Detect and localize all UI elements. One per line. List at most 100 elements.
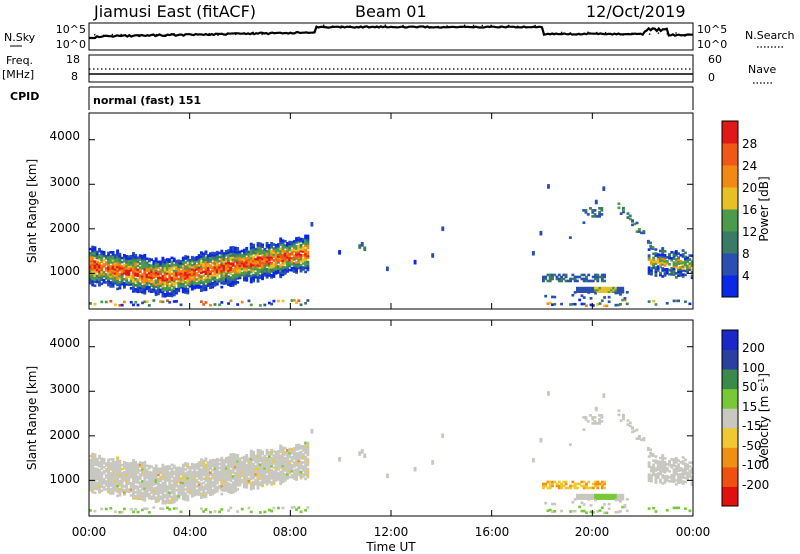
power-cell	[95, 280, 99, 284]
velocity-cell	[166, 479, 169, 482]
velocity-cell	[190, 492, 194, 496]
velocity-cell	[270, 448, 274, 452]
power-cell	[141, 278, 144, 282]
velocity-cell	[652, 459, 656, 463]
velocity-cell	[113, 475, 117, 478]
power-cell	[209, 266, 212, 270]
velocity-cell	[652, 467, 656, 471]
power-cell	[306, 244, 310, 248]
power-cell	[138, 270, 142, 273]
velocity-cell	[614, 498, 618, 502]
velocity-cell	[220, 470, 224, 474]
power-cell	[184, 265, 187, 268]
power-cell	[179, 284, 183, 287]
velocity-cell	[247, 457, 251, 461]
power-cell	[127, 273, 131, 277]
power-cell	[557, 273, 561, 277]
velocity-cell	[688, 469, 692, 472]
power-cell	[150, 274, 154, 278]
velocity-cell	[621, 493, 625, 497]
velocity-cell	[674, 483, 678, 486]
velocity-cell	[93, 459, 97, 462]
velocity-cell	[553, 509, 557, 513]
velocity-cell	[100, 459, 104, 463]
power-cell	[118, 284, 122, 288]
velocity-cell	[661, 474, 665, 477]
power-cell	[274, 269, 278, 273]
velocity-cell	[89, 466, 92, 470]
velocity-cell	[163, 475, 167, 479]
velocity-cell	[93, 469, 97, 472]
noise-search-dot	[604, 31, 607, 34]
power-cell	[170, 294, 174, 298]
velocity-cell	[254, 482, 258, 486]
power-cell	[267, 246, 271, 249]
power-cell	[252, 279, 255, 283]
power-cell	[252, 265, 255, 269]
velocity-cell	[116, 490, 120, 494]
velocity-cell	[672, 474, 676, 477]
velocity-cell	[672, 468, 676, 471]
velocity-cell	[267, 465, 271, 468]
velocity-cell	[580, 501, 584, 505]
power-cell	[186, 279, 190, 283]
velocity-cell	[129, 483, 133, 487]
power-cell	[607, 286, 611, 290]
power-cell	[542, 279, 545, 283]
velocity-cell	[213, 489, 217, 492]
power-cell	[274, 271, 278, 275]
power-cell	[290, 260, 294, 264]
velocity-cell	[238, 463, 242, 467]
power-cell	[306, 266, 310, 270]
velocity-cell	[218, 472, 221, 476]
power-cell	[231, 250, 235, 253]
power-cell	[580, 288, 584, 292]
power-cell	[89, 281, 92, 285]
velocity-cell	[206, 471, 210, 474]
power-cell	[301, 240, 305, 243]
velocity-cell	[683, 507, 687, 511]
freq-label-line2: [MHz]	[2, 68, 34, 81]
power-cell	[227, 271, 231, 274]
velocity-cell	[596, 482, 600, 486]
power-cell	[229, 270, 233, 273]
velocity-cell	[202, 459, 206, 463]
power-cell	[263, 247, 267, 251]
power-cell	[100, 272, 104, 276]
power-cell	[672, 253, 676, 256]
velocity-cell	[663, 479, 667, 482]
power-cell	[91, 251, 95, 255]
power-cell	[141, 260, 144, 264]
power-cell	[672, 271, 676, 274]
power-cell	[190, 267, 194, 271]
power-cell	[256, 267, 260, 271]
power-cell	[233, 274, 237, 278]
power-cell	[195, 272, 199, 275]
power-cell	[252, 275, 255, 279]
velocity-cell	[677, 481, 681, 484]
power-cell	[204, 276, 208, 280]
power-cell	[301, 248, 305, 251]
velocity-cell	[122, 464, 126, 468]
velocity-cell	[222, 465, 226, 468]
velocity-cell	[181, 485, 185, 489]
power-cell	[245, 256, 249, 260]
power-cell	[113, 266, 117, 269]
power-cell	[120, 266, 124, 270]
velocity-cell	[147, 466, 151, 470]
power-cell	[249, 258, 253, 262]
velocity-cell	[134, 464, 138, 468]
velocity-cell	[159, 487, 163, 491]
velocity-cell	[202, 465, 206, 469]
power-cell	[193, 268, 197, 272]
power-cell	[304, 254, 308, 258]
velocity-cell	[593, 420, 597, 423]
velocity-cell	[91, 468, 95, 472]
velocity-cell	[286, 459, 289, 462]
velocity-cell	[231, 467, 235, 470]
power-cell	[222, 282, 226, 285]
power-cell	[186, 267, 190, 271]
power-cell	[204, 278, 208, 282]
power-cell	[272, 265, 276, 268]
power-cell	[279, 267, 283, 271]
